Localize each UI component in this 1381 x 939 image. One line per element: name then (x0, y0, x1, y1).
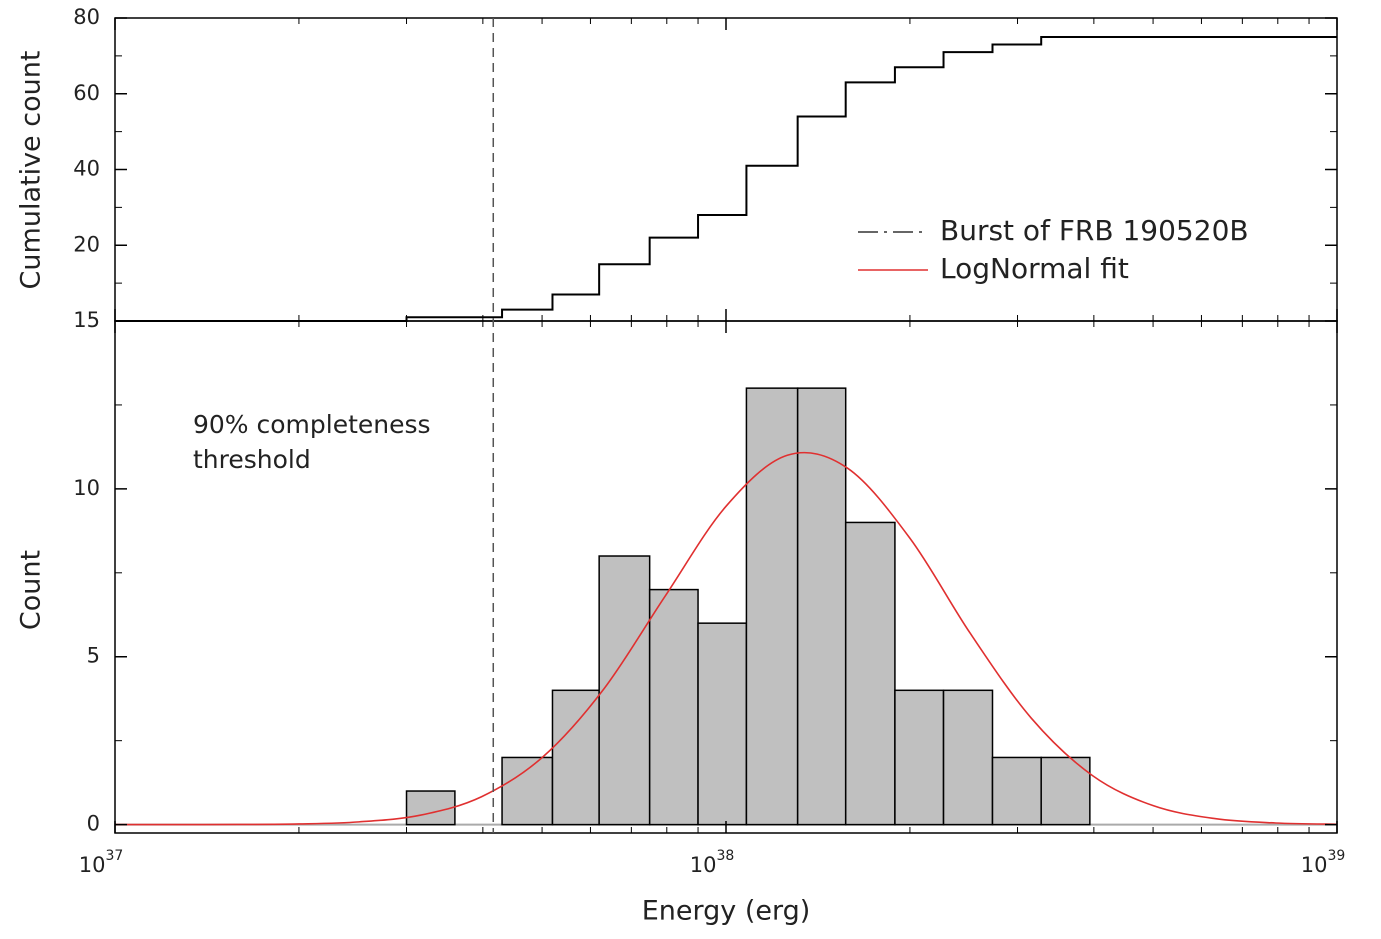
x-axis-label: Energy (erg) (642, 896, 811, 927)
x-tick-base: 10 (1301, 853, 1328, 877)
annotation: threshold (193, 445, 311, 474)
histogram-bar (697, 622, 748, 826)
x-tick-exponent: 37 (105, 848, 123, 864)
histogram-bar (796, 387, 847, 826)
histogram-bar (894, 689, 945, 826)
y-tick-label: 0 (87, 812, 100, 836)
y-tick-label: 5 (87, 644, 100, 668)
histogram-bar (942, 689, 994, 826)
x-tick-exponent: 39 (1327, 848, 1345, 864)
x-tick-base: 10 (79, 853, 106, 877)
histogram-bar (598, 555, 651, 826)
y-axis-label: Cumulative count (16, 51, 47, 290)
y-tick-label: 40 (73, 157, 100, 181)
y-tick-label: 15 (73, 308, 100, 332)
histogram-bar (648, 588, 699, 826)
histogram-bar (501, 756, 554, 826)
annotation: 90% completeness (193, 410, 431, 439)
y-tick-label: 20 (73, 232, 100, 256)
y-tick-label: 60 (73, 81, 100, 105)
legend-label: Burst of FRB 190520B (940, 214, 1249, 247)
plot-frame (114, 17, 1338, 322)
histogram-bar (745, 387, 799, 826)
fit-line (114, 451, 1338, 826)
x-tick-label: 1039 (1301, 848, 1346, 877)
y-axis-label: Count (16, 550, 47, 630)
x-tick-exponent: 38 (716, 848, 734, 864)
x-tick-label: 1038 (690, 848, 735, 877)
x-tick-base: 10 (690, 853, 717, 877)
legend-label: LogNormal fit (940, 252, 1129, 285)
histogram-bar (844, 521, 896, 826)
histogram-bar (991, 756, 1042, 826)
histogram-bar (405, 790, 456, 826)
histogram-bar (1040, 756, 1091, 826)
histogram-bar (551, 689, 600, 826)
x-tick-label: 1037 (79, 848, 124, 877)
cumulative-line (115, 35, 1337, 322)
y-tick-label: 10 (73, 476, 100, 500)
plot-frame (114, 320, 1338, 834)
y-tick-label: 80 (73, 5, 100, 29)
